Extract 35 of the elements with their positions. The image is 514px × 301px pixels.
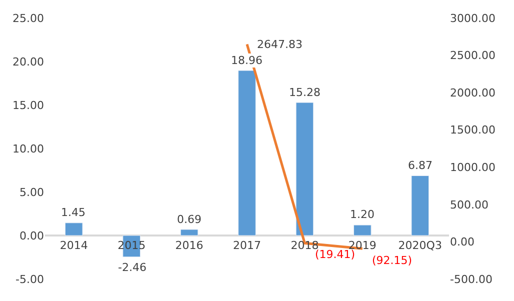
bar bbox=[296, 102, 314, 236]
data-label: (92.15) bbox=[372, 254, 412, 267]
y2-tick-label: 0.00 bbox=[450, 236, 474, 249]
y-tick-label: -5.00 bbox=[16, 272, 44, 286]
data-label: (19.41) bbox=[315, 248, 356, 261]
data-label: 2647.83 bbox=[257, 38, 302, 51]
bar bbox=[411, 175, 430, 236]
x-tick-label: 2016 bbox=[175, 239, 204, 252]
x-tick-label: 2017 bbox=[233, 239, 261, 252]
y-tick-label: 15.00 bbox=[12, 98, 44, 112]
data-label: 0.69 bbox=[177, 213, 202, 226]
y2-tick-label: 2000.00 bbox=[450, 86, 496, 100]
y2-tick-label: 1000.00 bbox=[450, 160, 496, 174]
bar bbox=[238, 70, 256, 236]
y2-tick-label: 2500.00 bbox=[450, 49, 496, 62]
data-label: 15.28 bbox=[289, 86, 320, 99]
y-tick-label: 10.00 bbox=[12, 142, 44, 156]
y2-tick-label: 500.00 bbox=[450, 198, 488, 212]
y-tick-label: 5.00 bbox=[20, 186, 44, 199]
y-tick-label: 25.00 bbox=[12, 12, 44, 25]
data-label: 1.45 bbox=[61, 206, 86, 219]
x-tick-label: 2014 bbox=[60, 239, 88, 252]
y2-tick-label: 1500.00 bbox=[450, 124, 496, 137]
bar bbox=[354, 224, 372, 236]
x-tick-label: 2020Q3 bbox=[398, 239, 442, 252]
y2-tick-label: -500.00 bbox=[450, 272, 492, 286]
bar bbox=[64, 222, 83, 236]
y-tick-label: 0.00 bbox=[20, 229, 44, 242]
data-label: -2.46 bbox=[118, 261, 146, 274]
y2-tick-label: 3000.00 bbox=[450, 12, 496, 25]
data-label: 18.96 bbox=[231, 54, 262, 67]
bar bbox=[180, 229, 198, 236]
y-tick-label: 20.00 bbox=[12, 55, 44, 68]
data-label: 1.20 bbox=[350, 208, 374, 221]
data-label: 6.87 bbox=[408, 159, 432, 172]
